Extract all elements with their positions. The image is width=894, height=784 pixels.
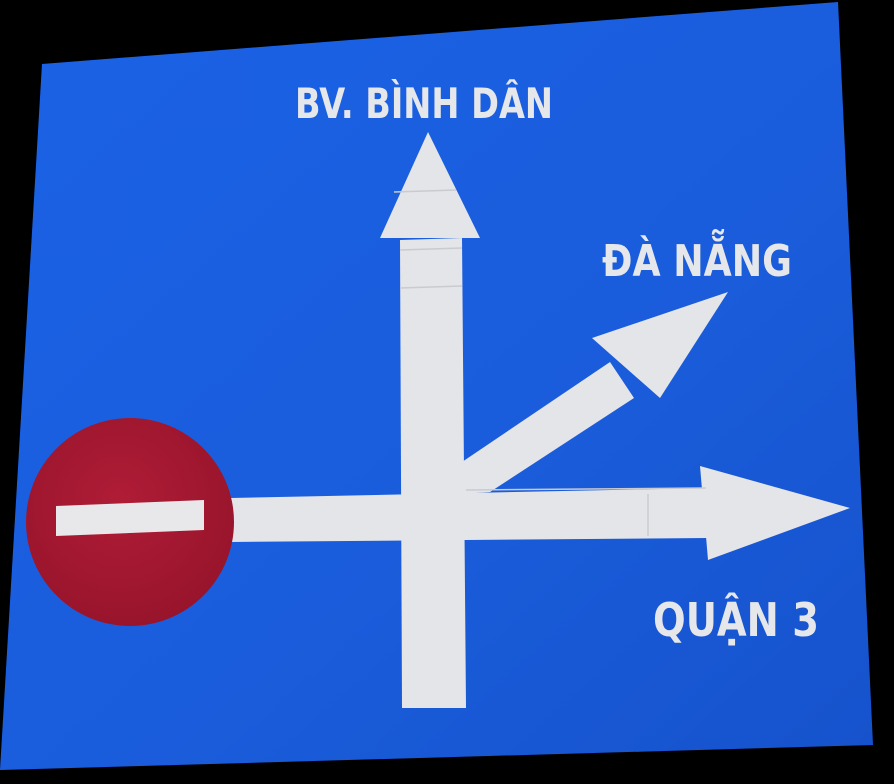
destination-up-label: BV. BÌNH DÂN bbox=[295, 78, 553, 128]
arrow-right-shaft bbox=[230, 488, 708, 542]
arrow-right-head bbox=[700, 466, 850, 560]
arrow-diagonal-head bbox=[592, 292, 728, 398]
destination-diagonal-label: ĐÀ NẴNG bbox=[602, 228, 792, 287]
arrow-up-shaft bbox=[400, 238, 466, 708]
arrow-up-head bbox=[380, 132, 480, 238]
arrow-seams bbox=[393, 189, 707, 536]
no-entry-icon bbox=[26, 418, 234, 626]
destination-right-label: QUẬN 3 bbox=[653, 593, 819, 647]
arrow-diagonal-shaft bbox=[462, 362, 634, 494]
